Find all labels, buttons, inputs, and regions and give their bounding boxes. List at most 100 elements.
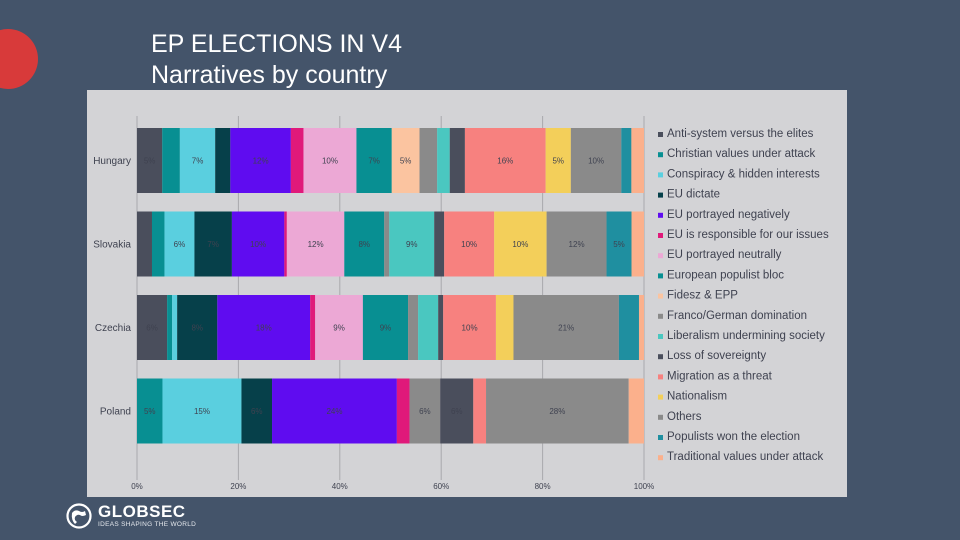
bar-segment [618,295,639,360]
bar-segment [167,295,173,360]
data-label: 6% [251,407,263,416]
legend-swatch [658,374,663,380]
data-label: 5% [400,157,412,166]
bar-segment [486,378,629,444]
legend-entry: EU is responsible for our issues [667,229,829,241]
bar-segment [137,295,168,360]
data-label: 7% [192,157,204,166]
title-line-2: Narratives by country [151,61,388,89]
data-label: 9% [380,324,392,333]
legend-swatch [658,394,663,400]
data-label: 8% [191,324,203,333]
bar-segment [513,295,619,360]
legend-swatch [658,313,663,319]
title-line-1: EP ELECTIONS IN V4 [151,30,403,58]
category-label: Poland [100,407,131,418]
bar-segment [137,211,152,277]
bar-segment [137,378,163,444]
legend-swatch [658,233,663,238]
data-label: 10% [462,324,478,333]
bar-segment [310,295,316,360]
x-tick-label: 0% [131,482,143,491]
category-label: Hungary [93,156,131,167]
bar-segment [284,211,287,277]
legend-entry: Fidesz & EPP [667,290,738,302]
legend-swatch [658,152,663,158]
bar-segment [344,211,385,277]
data-label: 15% [194,407,210,416]
x-tick-label: 60% [433,482,449,491]
bar-segment [606,211,632,277]
bar-segment [631,211,644,277]
bar-segment [494,211,547,277]
x-tick-label: 100% [634,482,654,491]
data-label: 8% [358,240,370,249]
data-label: 9% [406,240,418,249]
bar-segment [621,128,632,193]
bar-segment [391,128,420,193]
data-label: 12% [308,240,324,249]
bar-segment [419,128,438,193]
bar-segment [440,378,474,444]
legend-swatch [658,212,663,218]
legend-swatch [658,172,663,178]
data-label: 9% [333,324,345,333]
bar-segment [437,128,450,193]
bar-segment [286,211,345,277]
data-label: 5% [552,157,564,166]
data-label: 6% [174,240,186,249]
bar-segment [162,378,242,444]
legend-entry: Migration as a threat [667,370,773,382]
legend-swatch [658,293,663,299]
legend-swatch [658,334,663,339]
data-label: 7% [207,240,219,249]
legend-swatch [658,455,663,461]
bar-segment [137,128,163,193]
data-label: 21% [558,324,574,333]
data-label: 6% [451,407,463,416]
bar-segment [408,295,419,360]
bar-segment [217,295,311,360]
bar-segment [230,128,291,193]
data-label: 10% [588,157,604,166]
bar-segment [409,378,441,444]
x-tick-label: 80% [535,482,551,491]
data-label: 5% [144,157,156,166]
legend-swatch [658,414,663,420]
data-label: 10% [322,157,338,166]
legend-swatch [658,273,663,279]
data-label: 7% [368,157,380,166]
bar-segment [434,211,445,277]
red-circle-accent [0,29,38,89]
data-label: 24% [326,407,342,416]
legend-swatch [658,132,663,137]
bar-segment [215,128,231,193]
legend-entry: Anti-system versus the elites [667,128,814,140]
bar-segment [303,128,357,193]
category-label: Slovakia [93,240,131,251]
data-label: 16% [497,157,513,166]
data-label: 28% [549,407,565,416]
bar-segment [179,128,216,193]
globsec-logo: GLOBSEC IDEAS SHAPING THE WORLD [66,502,196,530]
bar-segment [194,211,232,277]
bar-segment [631,128,644,193]
chart-panel: 0% 20% 40% 60% 80% 100% Hungary 5% 7% 12% 10% 7% 5% 1… [87,90,847,497]
bar-segment [464,128,546,193]
bar-segment [396,378,410,444]
bar-segment [290,128,304,193]
legend-entry: Traditional values under attack [667,451,823,463]
bar-segment [241,378,273,444]
bar-segment [177,295,218,360]
data-label: 6% [419,407,431,416]
logo-tagline: IDEAS SHAPING THE WORLD [98,521,197,528]
stacked-bar-chart: 0% 20% 40% 60% 80% 100% Hungary 5% 7% 12% 10% 7% 5% 1… [93,116,829,491]
bar-segment [162,128,180,193]
x-tick-label: 20% [230,482,246,491]
globe-hand-icon [66,503,92,529]
data-label: 12% [569,240,585,249]
data-label: 12% [253,157,269,166]
legend-entry: Others [667,411,702,423]
bar-segment [545,128,571,193]
bar-segment [628,378,644,444]
